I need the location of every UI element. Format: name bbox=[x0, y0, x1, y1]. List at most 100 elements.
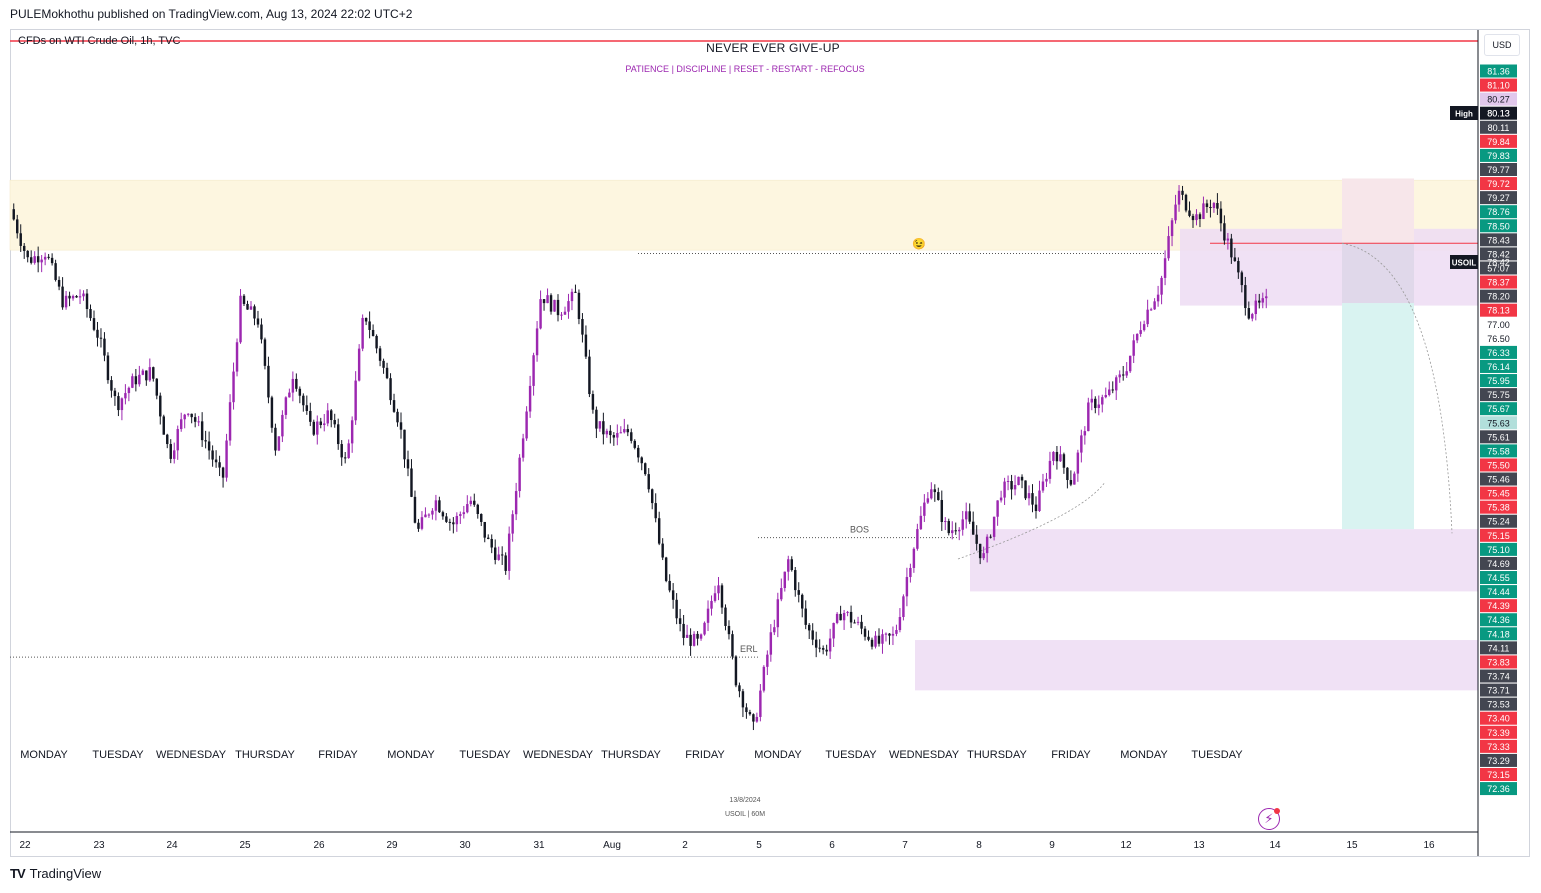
candle-body bbox=[448, 521, 452, 523]
candle-body bbox=[1080, 435, 1083, 453]
candle-body bbox=[40, 259, 43, 263]
candle-body bbox=[570, 291, 574, 302]
candle-body bbox=[256, 318, 260, 325]
price-tag-label: 73.15 bbox=[1487, 770, 1510, 780]
price-tag bbox=[1480, 669, 1517, 683]
candle-body bbox=[1251, 314, 1254, 319]
candle-body bbox=[159, 395, 162, 417]
candle-body bbox=[281, 414, 284, 437]
candle-body bbox=[1195, 214, 1198, 221]
candle-body bbox=[860, 621, 863, 629]
candle-body bbox=[1261, 298, 1264, 303]
candle-body bbox=[169, 444, 172, 459]
candle-body bbox=[685, 634, 689, 638]
candle-body bbox=[637, 447, 640, 458]
price-tag-label: 74.44 bbox=[1487, 587, 1510, 597]
candle-body bbox=[1111, 389, 1114, 391]
candle-body bbox=[155, 378, 159, 396]
candle-body bbox=[85, 293, 89, 310]
candle-body bbox=[877, 635, 881, 644]
currency-button[interactable]: USD bbox=[1484, 34, 1520, 56]
candle-body bbox=[619, 432, 623, 434]
candle-body bbox=[1069, 480, 1073, 485]
candle-body bbox=[532, 355, 535, 386]
candle-body bbox=[127, 387, 131, 394]
weekday-label: MONDAY bbox=[754, 749, 802, 761]
symbol-title[interactable]: CFDs on WTI Crude Oil, 1h, TVC bbox=[18, 35, 181, 47]
price-tag-label: 75.75 bbox=[1487, 390, 1510, 400]
candle-body bbox=[113, 390, 117, 397]
candle-body bbox=[581, 319, 584, 335]
candle-body bbox=[759, 690, 762, 717]
candle-body bbox=[1254, 300, 1258, 315]
fvg-zone-low bbox=[915, 640, 1478, 691]
price-tag bbox=[1480, 275, 1517, 289]
price-tag-label: 76.33 bbox=[1487, 348, 1510, 358]
candle-body bbox=[996, 500, 999, 517]
candle-body bbox=[647, 474, 650, 490]
candle-body bbox=[1167, 236, 1170, 259]
price-tag-label: 78.42 bbox=[1487, 249, 1510, 259]
time-axis-label: Aug bbox=[603, 840, 621, 851]
candle-body bbox=[47, 256, 50, 258]
candle-body bbox=[783, 571, 787, 589]
candle-body bbox=[1108, 389, 1111, 396]
candle-body bbox=[466, 504, 469, 513]
price-tag-label: 80.11 bbox=[1488, 123, 1510, 133]
time-axis-label: 31 bbox=[533, 840, 545, 851]
candle-body bbox=[1149, 309, 1153, 311]
weekday-label: TUESDAY bbox=[459, 749, 511, 761]
weekday-label: MONDAY bbox=[20, 749, 68, 761]
candle-body bbox=[312, 421, 316, 435]
candle-body bbox=[787, 559, 790, 572]
candle-body bbox=[148, 367, 152, 381]
candle-body bbox=[1240, 272, 1244, 286]
candle-body bbox=[724, 607, 727, 626]
candle-body bbox=[110, 380, 113, 391]
candle-body bbox=[574, 291, 577, 293]
time-axis-label: 14 bbox=[1269, 840, 1281, 851]
candle-body bbox=[839, 613, 842, 621]
price-tag bbox=[1480, 106, 1517, 120]
candle-body bbox=[431, 510, 434, 515]
candle-body bbox=[856, 621, 860, 623]
candle-body bbox=[835, 613, 839, 623]
candle-body bbox=[507, 533, 511, 571]
notification-dot bbox=[1274, 808, 1280, 814]
candle-body bbox=[940, 499, 944, 522]
candle-body bbox=[961, 519, 964, 530]
price-tag bbox=[1480, 317, 1517, 331]
lightning-icon[interactable]: ⚡ bbox=[1258, 808, 1280, 830]
price-tag bbox=[1480, 359, 1517, 373]
candle-body bbox=[323, 423, 326, 426]
candle-body bbox=[518, 457, 521, 492]
price-tag-label: 76.50 bbox=[1487, 334, 1510, 344]
candle-body bbox=[769, 632, 773, 655]
candle-body bbox=[57, 279, 61, 287]
price-tag-label: 75.10 bbox=[1487, 545, 1510, 555]
candle-body bbox=[1094, 398, 1097, 409]
candle-body bbox=[675, 599, 678, 619]
price-tag bbox=[1480, 177, 1517, 191]
price-tag bbox=[1480, 120, 1517, 134]
tradingview-logo[interactable]: TV TradingView bbox=[10, 866, 101, 881]
candle-body bbox=[992, 516, 996, 537]
price-tag bbox=[1480, 388, 1517, 402]
time-axis-label: 26 bbox=[313, 840, 325, 851]
candle-body bbox=[521, 438, 525, 458]
candle-body bbox=[16, 219, 19, 234]
position-risk-box bbox=[1342, 178, 1414, 244]
symbol-stamp: USOIL | 60M bbox=[725, 811, 765, 818]
time-axis-label: 8 bbox=[976, 840, 982, 851]
candle-body bbox=[260, 324, 263, 340]
candle-body bbox=[396, 411, 399, 423]
candle-body bbox=[821, 648, 825, 650]
price-tag bbox=[1480, 753, 1517, 767]
candle-body bbox=[1258, 300, 1261, 303]
price-tag-label: 74.36 bbox=[1487, 615, 1510, 625]
candle-body bbox=[413, 496, 417, 523]
weekday-label: TUESDAY bbox=[825, 749, 877, 761]
price-tag bbox=[1480, 289, 1517, 303]
candle-body bbox=[1041, 481, 1045, 491]
